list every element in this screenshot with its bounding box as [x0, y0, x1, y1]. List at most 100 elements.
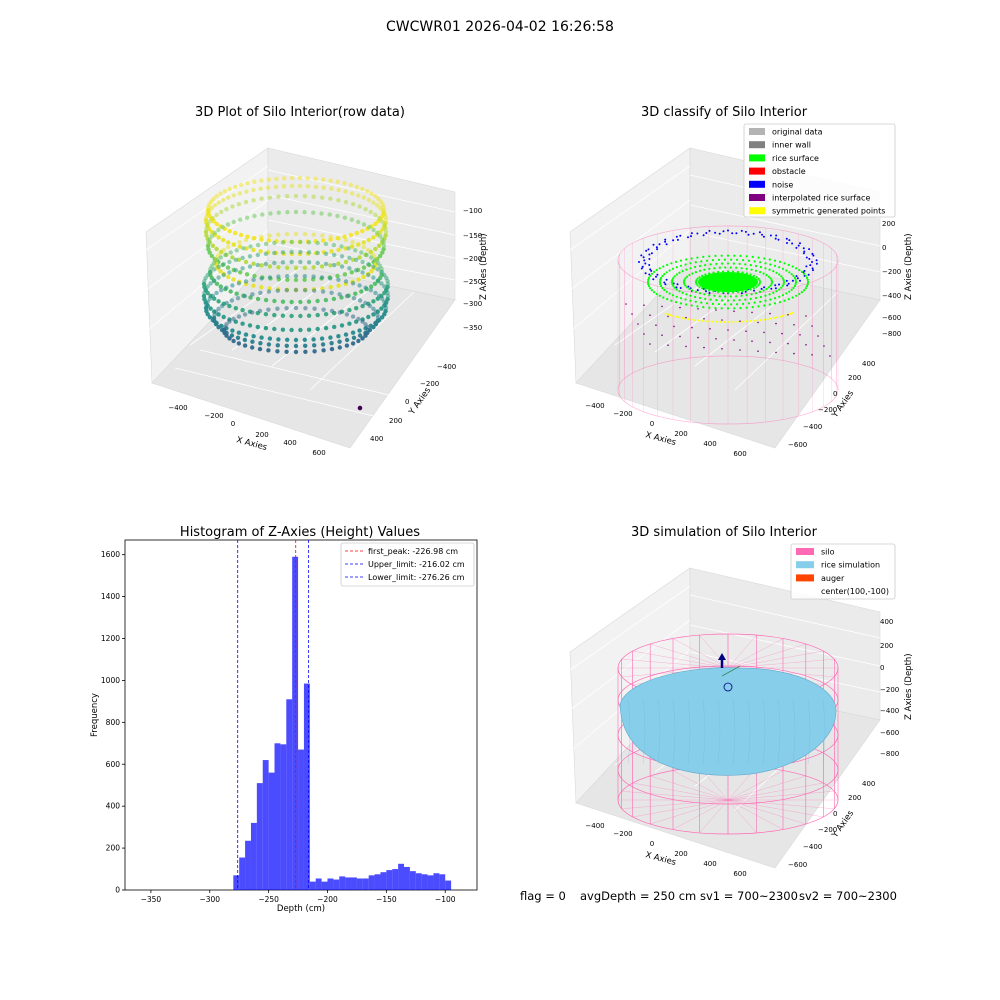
- raw-point: [234, 248, 239, 253]
- rice-surface-point: [762, 289, 765, 292]
- rice-surface-point: [788, 271, 791, 274]
- rice-surface-point: [739, 307, 742, 310]
- raw-point: [320, 289, 326, 294]
- raw-point: [360, 270, 365, 275]
- symmetric-point: [694, 319, 697, 322]
- rice-surface-point: [806, 278, 809, 281]
- raw-point: [227, 336, 232, 341]
- raw-point: [227, 228, 232, 234]
- y-tick-label: 1600: [101, 550, 120, 559]
- raw-point: [263, 297, 269, 303]
- grid-line: [199, 349, 411, 401]
- panel2-legend: original data inner wall rice surface obsta…: [743, 123, 896, 218]
- rice-surface-point: [733, 254, 736, 257]
- rice-surface-point: [708, 255, 711, 258]
- panel1-z-tick: −100: [463, 207, 482, 215]
- raw-point: [360, 303, 365, 309]
- y-tick-label: 1000: [101, 676, 120, 685]
- noise-point: [763, 286, 766, 289]
- rice-surface-point: [674, 301, 678, 304]
- raw-point: [276, 337, 281, 342]
- interpolated-point: [697, 336, 699, 339]
- interpolated-point: [787, 342, 789, 345]
- rice-surface-point: [800, 270, 804, 273]
- raw-point: [382, 284, 387, 289]
- rice-surface-point: [694, 271, 698, 274]
- panel1-zlabel: Z Axies (Depth): [479, 233, 489, 300]
- raw-point: [252, 213, 257, 219]
- rice-surface-point: [695, 282, 698, 285]
- raw-point: [227, 303, 232, 309]
- raw-point: [281, 184, 287, 189]
- raw-point: [218, 250, 223, 255]
- raw-point: [383, 229, 389, 235]
- rice-surface-point: [736, 258, 739, 261]
- raw-point: [329, 290, 334, 295]
- raw-point: [245, 234, 250, 239]
- histogram-bar: [303, 683, 310, 890]
- raw-point: [216, 306, 221, 311]
- legend-swatch: [749, 141, 765, 149]
- raw-point: [319, 275, 325, 280]
- raw-point: [225, 222, 231, 227]
- rice-surface-point: [681, 270, 684, 273]
- rice-surface-point: [769, 298, 772, 301]
- noise-point: [640, 267, 643, 270]
- noise-point: [650, 269, 653, 272]
- interpolated-point: [709, 328, 711, 330]
- noise-point: [803, 250, 806, 253]
- raw-point: [293, 277, 299, 283]
- raw-point: [247, 264, 253, 269]
- panel1-ylabel: Y Axies: [407, 385, 434, 417]
- rice-surface-point: [773, 264, 777, 267]
- histogram-bar: [327, 878, 334, 890]
- raw-point: [285, 194, 290, 199]
- histogram-bar: [427, 875, 434, 890]
- panel4-x-tick: 600: [733, 870, 746, 878]
- rice-surface-point: [744, 263, 747, 266]
- noise-point: [786, 284, 789, 287]
- raw-point: [230, 328, 235, 333]
- rice-surface-point: [757, 305, 760, 308]
- rice-surface-point: [711, 302, 715, 305]
- raw-point: [383, 233, 388, 238]
- histogram-bar: [421, 874, 428, 890]
- noise-point: [785, 237, 788, 240]
- raw-point: [336, 198, 341, 203]
- raw-point: [247, 323, 253, 328]
- rice-surface-point: [670, 262, 673, 265]
- rice-surface-point: [672, 284, 675, 287]
- raw-point: [373, 246, 378, 252]
- panel1-x-tick: 200: [255, 431, 268, 439]
- symmetric-point: [769, 317, 772, 320]
- raw-point: [344, 337, 350, 343]
- raw-point: [366, 197, 371, 203]
- rice-surface-point: [783, 262, 786, 265]
- rice-surface-point: [773, 297, 777, 300]
- rice-surface-point: [805, 285, 809, 288]
- noise-point: [665, 278, 668, 281]
- rice-surface-point: [684, 263, 687, 266]
- silo-floor-wire: [727, 782, 824, 801]
- panel4-x-tick: −200: [613, 830, 632, 838]
- raw-point: [350, 341, 356, 346]
- rice-surface-point: [764, 262, 767, 265]
- raw-point: [245, 181, 250, 186]
- interpolated-point: [811, 354, 813, 356]
- legend-label: symmetric generated points: [772, 207, 885, 216]
- noise-point: [672, 239, 675, 242]
- raw-point: [251, 247, 256, 253]
- noise-point: [656, 273, 659, 276]
- silo-floor-wire: [672, 770, 729, 801]
- raw-point: [280, 327, 286, 332]
- raw-point: [212, 230, 217, 236]
- rice-surface-point: [754, 296, 758, 300]
- raw-point: [234, 291, 239, 296]
- rice-surface-point: [689, 299, 692, 302]
- rice-surface-point: [650, 289, 654, 292]
- raw-point: [356, 316, 361, 322]
- raw-point: [233, 184, 238, 190]
- rice-surface-point: [663, 273, 666, 276]
- rice-surface-point: [754, 264, 758, 268]
